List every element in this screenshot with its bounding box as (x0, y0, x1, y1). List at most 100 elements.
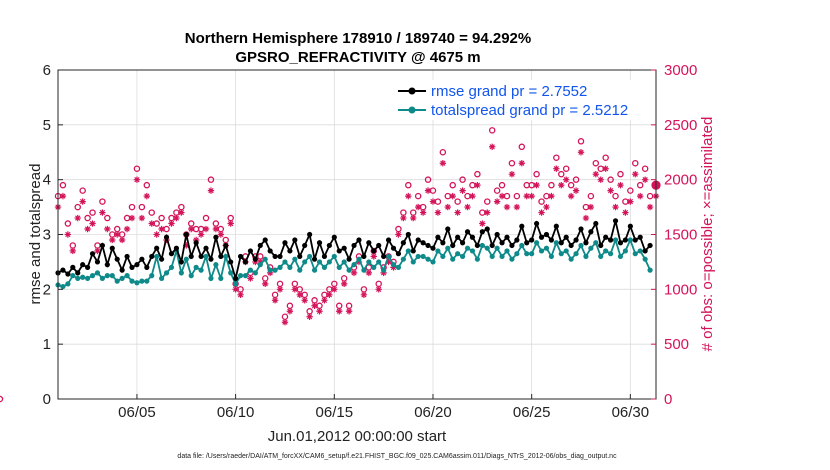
obs-assimilated-point (400, 214, 407, 222)
totalspread-point (499, 253, 505, 260)
y-right-tick-label: 2000 (664, 172, 697, 189)
totalspread-point (568, 256, 574, 262)
obs-possible-point (607, 176, 614, 183)
obs-assimilated-point (123, 225, 131, 233)
obs-possible-point (498, 181, 506, 189)
rmse-point (519, 223, 525, 229)
rmse-point (608, 237, 614, 243)
obs-assimilated-point (173, 214, 180, 222)
rmse-point (489, 242, 495, 249)
obs-possible-point (454, 198, 461, 205)
rmse-point (247, 248, 254, 254)
obs-possible-point (424, 176, 432, 183)
obs-assimilated-point (622, 209, 629, 216)
totalspread-point (494, 245, 500, 251)
obs-assimilated-point (513, 203, 521, 211)
totalspread-point (242, 273, 249, 279)
rmse-point (272, 253, 278, 260)
totalspread-point (558, 251, 564, 257)
rmse-point (504, 234, 510, 240)
totalspread-point (144, 278, 150, 284)
totalspread-point (149, 273, 155, 279)
rmse-point (464, 229, 471, 235)
totalspread-point (415, 253, 421, 260)
obs-assimilated-point (414, 203, 422, 211)
rmse-point (435, 234, 441, 240)
obs-assimilated-point (276, 286, 284, 293)
obs-assimilated-point (488, 143, 496, 150)
obs-possible-point (133, 165, 141, 172)
obs-possible-point (104, 214, 111, 222)
rmse-point (563, 234, 569, 240)
rmse-point (455, 234, 461, 240)
y-left-tick-label: 0 (43, 391, 51, 408)
rmse-point (361, 253, 367, 260)
rmse-point (593, 220, 599, 227)
obs-assimilated-point (641, 176, 649, 183)
rmse-point (144, 264, 150, 270)
totalspread-point (371, 264, 377, 270)
totalspread-point (459, 253, 466, 260)
obs-possible-point (484, 198, 491, 205)
rmse-point (627, 223, 633, 229)
totalspread-point (593, 240, 599, 246)
rmse-point (208, 256, 214, 262)
obs-possible-point (572, 176, 580, 183)
totalspread-point (129, 278, 135, 284)
obs-possible-point (553, 154, 560, 161)
obs-assimilated-point (523, 192, 530, 200)
obs-possible-point (646, 192, 654, 200)
obs-assimilated-point (474, 181, 481, 189)
obs-assimilated-point (350, 269, 358, 277)
rmse-point (484, 226, 490, 232)
rmse-point (494, 231, 500, 238)
rmse-point (573, 237, 579, 243)
obs-assimilated-point (508, 170, 516, 178)
rmse-point (80, 262, 86, 268)
obs-assimilated-point (217, 231, 225, 238)
rmse-point (376, 242, 382, 249)
rmse-point (647, 242, 653, 249)
rmse-point (632, 237, 638, 243)
obs-assimilated-point (360, 291, 368, 299)
rmse-point (89, 251, 96, 257)
totalspread-point (188, 273, 194, 279)
rmse-point (385, 237, 392, 243)
totalspread-point (237, 273, 244, 279)
legend-spread-label: totalspread grand pr = 2.5212 (431, 102, 628, 119)
totalspread-point (247, 267, 254, 273)
totalspread-point (70, 273, 76, 279)
obs-assimilated-point (380, 269, 387, 277)
obs-assimilated-point (637, 192, 644, 200)
x-axis-label: Jun.01,2012 00:00:00 start (268, 428, 447, 445)
y-axis-left: 0 1 2 3 4 5 6 (43, 62, 63, 408)
totalspread-point (85, 275, 91, 281)
obs-possible-point (449, 181, 456, 189)
totalspread-point (509, 256, 515, 262)
obs-assimilated-point (469, 192, 476, 200)
obs-assimilated-point (89, 220, 96, 227)
obs-assimilated-point (262, 280, 269, 288)
totalspread-point (109, 273, 115, 279)
rmse-point (65, 271, 71, 277)
rmse-point (252, 256, 258, 262)
obs-possible-point (405, 181, 412, 189)
totalspread-point (420, 253, 426, 260)
obs-assimilated-point (370, 253, 377, 260)
obs-assimilated-point (59, 192, 67, 200)
rmse-point (410, 248, 416, 254)
obs-assimilated-point (143, 192, 151, 200)
totalspread-point (99, 275, 106, 281)
rmse-point (233, 275, 239, 281)
totalspread-point (252, 270, 258, 276)
totalspread-point (425, 256, 431, 262)
rmse-point (139, 256, 145, 262)
obs-assimilated-point (385, 258, 392, 266)
obs-assimilated-point (518, 160, 525, 167)
obs-assimilated-point (118, 236, 126, 244)
rmse-point (297, 253, 303, 260)
totalspread-point (168, 264, 175, 270)
totalspread-point (302, 259, 308, 265)
obs-assimilated-point (232, 286, 239, 293)
totalspread-point (233, 281, 239, 287)
